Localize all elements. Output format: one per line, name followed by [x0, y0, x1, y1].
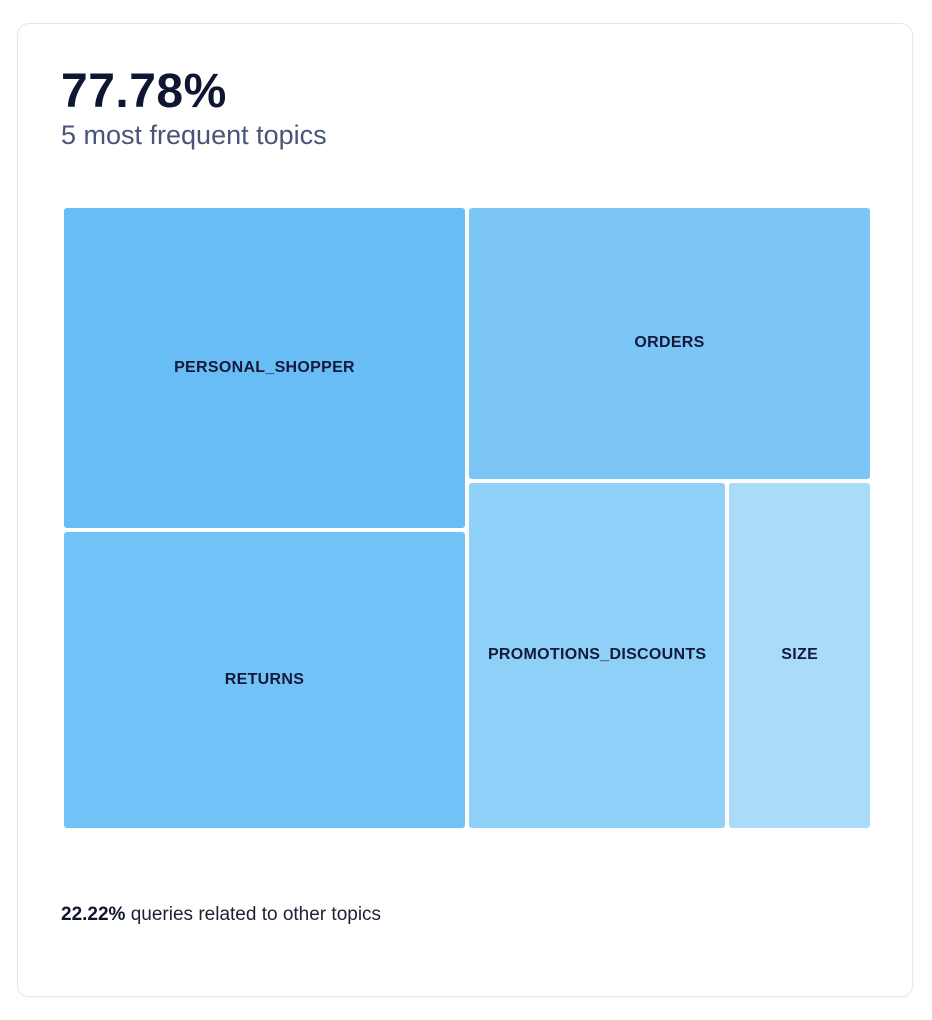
- treemap-tile-label: PERSONAL_SHOPPER: [174, 359, 355, 377]
- treemap-tile-promotions-discounts[interactable]: PROMOTIONS_DISCOUNTS: [469, 482, 726, 828]
- treemap-tile-label: ORDERS: [634, 334, 705, 352]
- other-topics-percentage: 22.22%: [61, 904, 126, 925]
- other-topics-note: 22.22% queries related to other topics: [61, 902, 381, 928]
- headline-percentage: 77.78%: [61, 65, 227, 118]
- treemap-tile-label: PROMOTIONS_DISCOUNTS: [487, 646, 707, 664]
- treemap-tile-orders[interactable]: ORDERS: [469, 208, 870, 479]
- treemap-tile-label: SIZE: [781, 646, 819, 664]
- other-topics-text: queries related to other topics: [125, 904, 382, 925]
- treemap-tile-label: RETURNS: [224, 671, 305, 689]
- treemap-tile-size[interactable]: SIZE: [729, 482, 870, 828]
- treemap-tile-personal-shopper[interactable]: PERSONAL_SHOPPER: [64, 208, 465, 529]
- subtitle: 5 most frequent topics: [61, 120, 327, 150]
- treemap-tile-returns[interactable]: RETURNS: [64, 532, 465, 828]
- topics-treemap: PERSONAL_SHOPPER RETURNS ORDERS PROMOTIONS_…: [62, 206, 872, 830]
- topics-card: 77.78% 5 most frequent topics PERSONAL_S…: [17, 23, 913, 997]
